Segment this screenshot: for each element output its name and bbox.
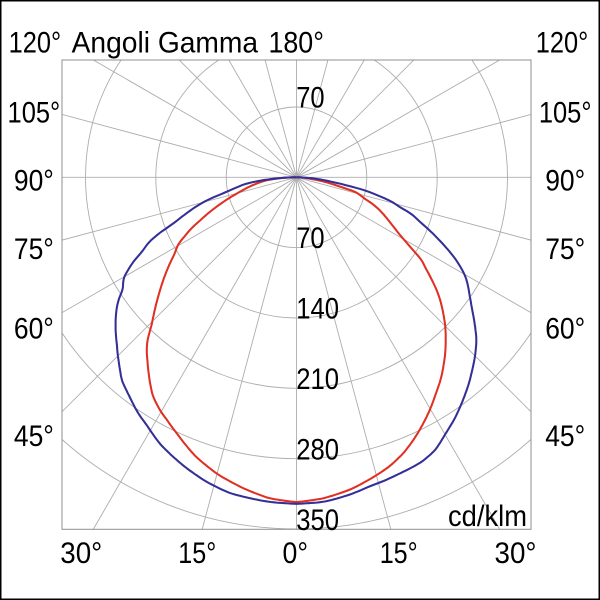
svg-text:105°: 105° (8, 96, 61, 129)
svg-text:90°: 90° (14, 165, 54, 198)
svg-text:70: 70 (296, 81, 324, 114)
svg-text:15°: 15° (178, 537, 216, 570)
svg-text:45°: 45° (14, 420, 54, 453)
svg-text:30°: 30° (60, 537, 102, 570)
svg-text:210: 210 (296, 363, 339, 396)
svg-text:105°: 105° (539, 96, 592, 129)
svg-text:350: 350 (296, 504, 339, 537)
svg-text:90°: 90° (545, 165, 585, 198)
svg-text:60°: 60° (14, 312, 54, 345)
svg-text:120°: 120° (9, 27, 62, 60)
svg-text:75°: 75° (14, 233, 54, 266)
svg-text:75°: 75° (545, 233, 585, 266)
svg-text:Angoli Gamma: Angoli Gamma (72, 27, 259, 60)
svg-text:15°: 15° (380, 537, 418, 570)
svg-text:140: 140 (296, 293, 339, 326)
svg-text:30°: 30° (495, 537, 537, 570)
svg-text:280: 280 (296, 433, 339, 466)
svg-text:180°: 180° (268, 27, 324, 60)
svg-text:45°: 45° (545, 420, 585, 453)
svg-text:120°: 120° (536, 27, 589, 60)
svg-text:0°: 0° (283, 537, 309, 570)
svg-text:70: 70 (296, 222, 324, 255)
svg-text:60°: 60° (545, 312, 585, 345)
svg-text:cd/klm: cd/klm (448, 500, 527, 533)
